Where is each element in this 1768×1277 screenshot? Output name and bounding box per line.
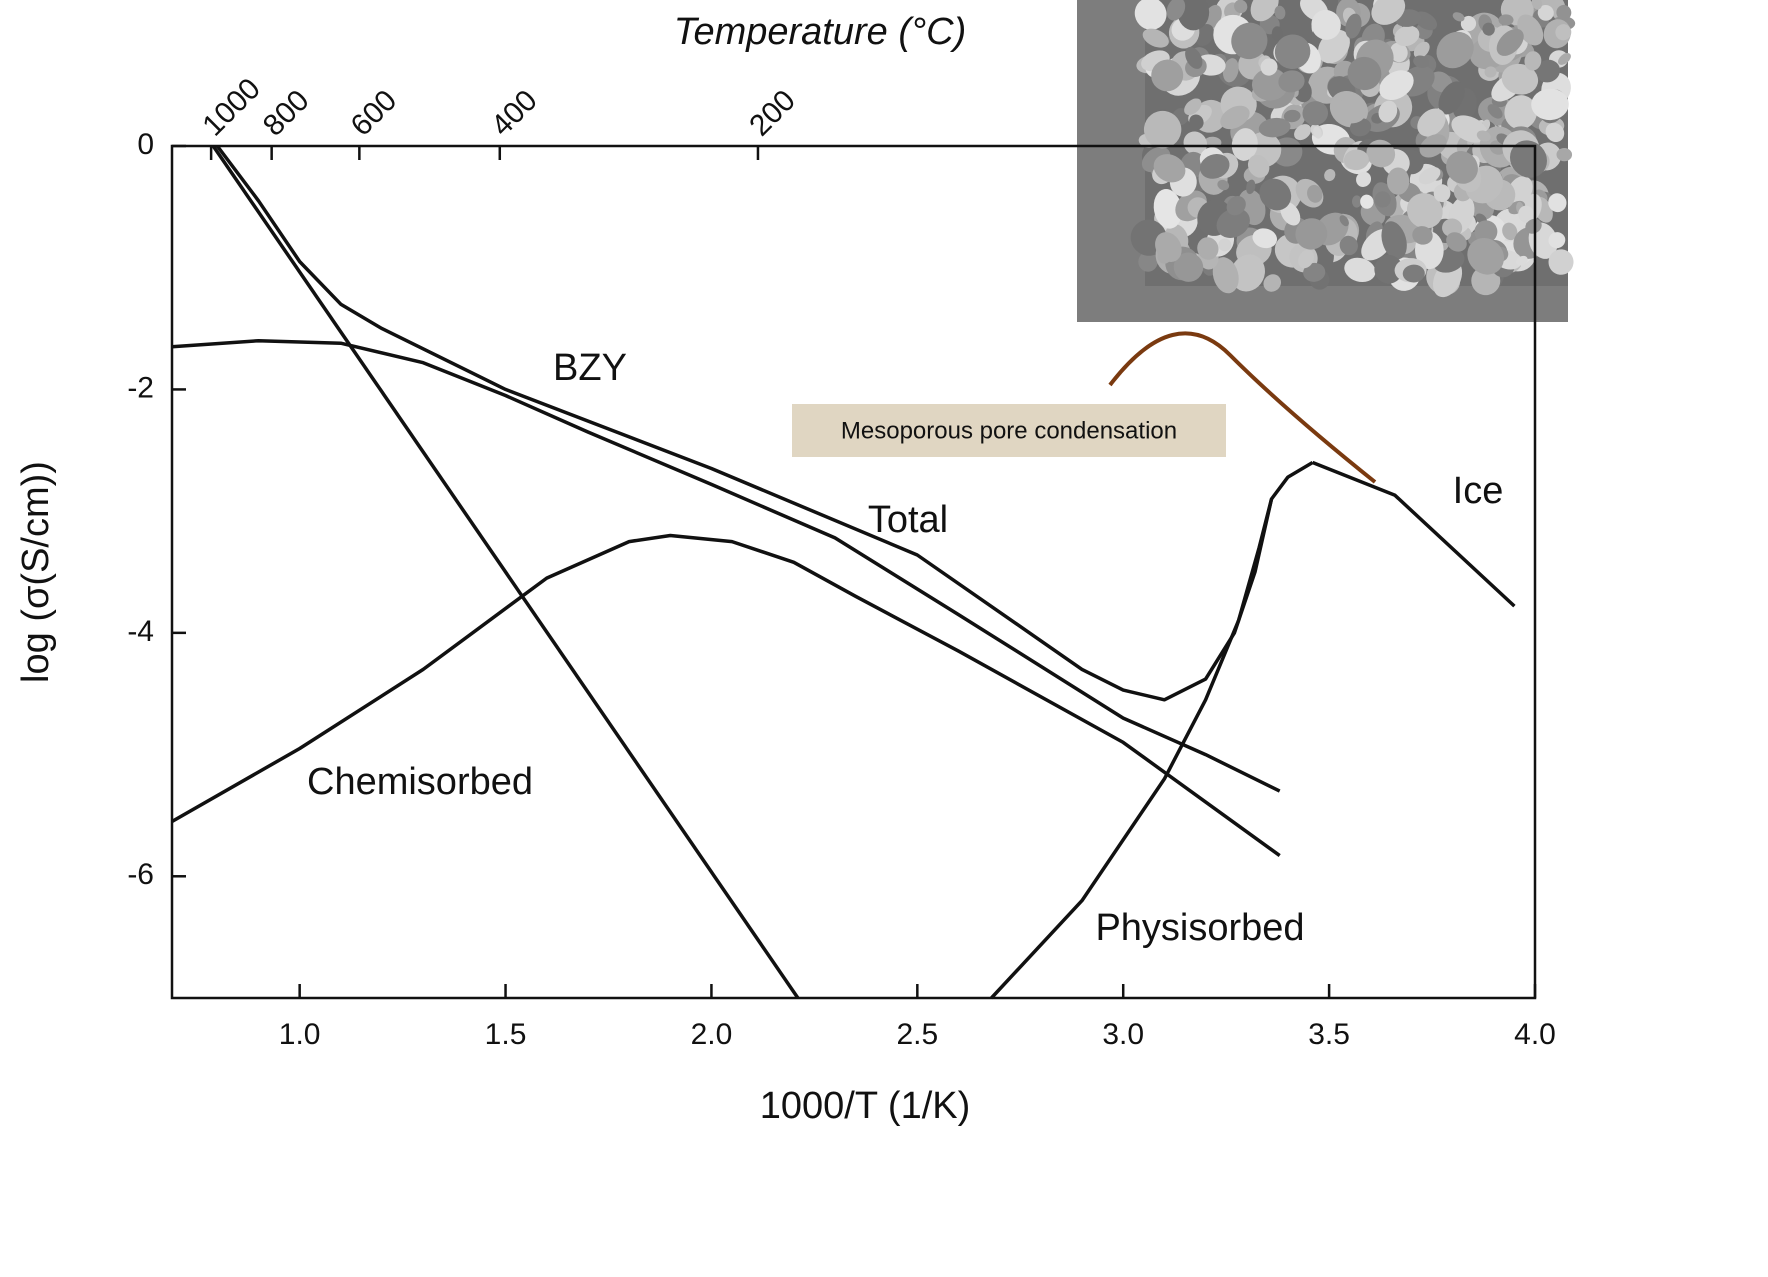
x2-axis-title: Temperature (°C) <box>674 11 967 53</box>
y-tick-label: 0 <box>137 128 154 161</box>
x-axis-title: 1000/T (1/K) <box>760 1085 971 1127</box>
x-tick-label: 2.0 <box>691 1018 733 1051</box>
page: {"chart_data": {"type": "line", "x_label… <box>0 0 1768 1277</box>
sem-image <box>1077 0 1576 322</box>
x-tick-label: 1.0 <box>279 1018 321 1051</box>
y-tick-label: -6 <box>127 858 154 891</box>
y-tick-label: -4 <box>127 615 154 648</box>
series-label: BZY <box>553 347 627 389</box>
grain <box>1272 26 1283 41</box>
series-label: Physisorbed <box>1095 907 1304 949</box>
x2-tick-label: 400 <box>485 84 544 143</box>
x-tick-label: 1.5 <box>485 1018 527 1051</box>
series-line <box>213 146 798 998</box>
x-tick-label: 3.0 <box>1102 1018 1144 1051</box>
series-label: Chemisorbed <box>307 761 533 803</box>
grain <box>1498 14 1513 25</box>
y-tick-label: -2 <box>127 371 154 404</box>
series-label: Ice <box>1453 470 1504 512</box>
x2-tick-label: 200 <box>743 84 802 143</box>
x2-tick-label: 600 <box>345 84 404 143</box>
annotation: Mesoporous pore condensation <box>841 417 1177 444</box>
x-tick-label: 4.0 <box>1514 1018 1556 1051</box>
series-line <box>172 536 1280 856</box>
grain <box>1387 167 1409 194</box>
x-tick-label: 2.5 <box>896 1018 938 1051</box>
series-label: Total <box>868 499 948 541</box>
x2-tick-label: 800 <box>257 84 316 143</box>
chart: Mesoporous pore condensation Temperature… <box>0 0 1768 1277</box>
y-axis-title: log (σ(S/cm)) <box>15 461 57 683</box>
x2-tick-label: 1000 <box>196 72 267 143</box>
x-tick-label: 3.5 <box>1308 1018 1350 1051</box>
